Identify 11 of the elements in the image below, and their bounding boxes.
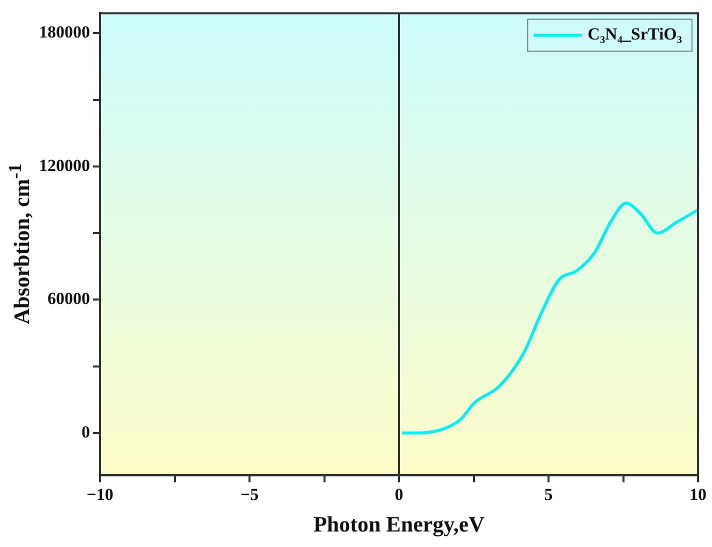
x-tick-label: 0	[394, 484, 404, 504]
x-axis-title: Photon Energy,eV	[313, 511, 485, 536]
y-tick-label: 180000	[39, 22, 90, 42]
x-tick-label: −5	[240, 484, 259, 504]
y-tick-label: 60000	[48, 289, 90, 308]
y-tick-label: 120000	[39, 156, 90, 175]
x-tick-label: 10	[690, 484, 706, 504]
x-tick-label: −10	[86, 484, 114, 504]
legend-label: C₃N₄_SrTiO₃	[588, 24, 682, 44]
y-tick-label: 0	[82, 422, 90, 442]
x-tick-label: 5	[544, 484, 553, 504]
